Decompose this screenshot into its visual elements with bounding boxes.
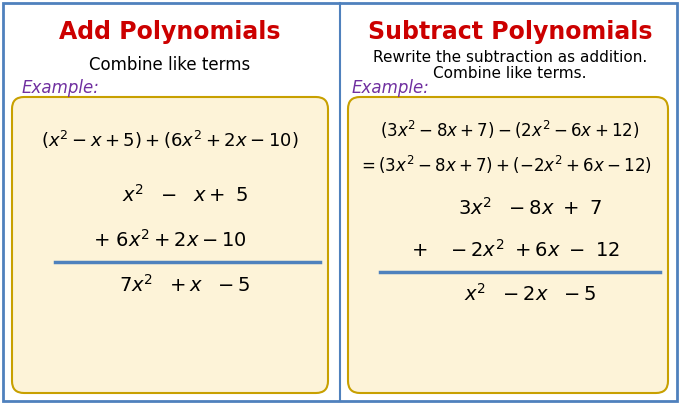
Text: $+\ 6x^2+2x-10$: $+\ 6x^2+2x-10$ xyxy=(93,229,247,251)
Text: $\left(x^2-x+5\right)+\left(6x^2+2x-10\right)$: $\left(x^2-x+5\right)+\left(6x^2+2x-10\r… xyxy=(41,129,299,151)
Text: Combine like terms: Combine like terms xyxy=(89,56,251,74)
Text: $x^2\ \ -2x\ \ -5$: $x^2\ \ -2x\ \ -5$ xyxy=(464,283,596,305)
FancyBboxPatch shape xyxy=(348,97,668,393)
Text: $3x^2\ \ -8x\ +\ 7$: $3x^2\ \ -8x\ +\ 7$ xyxy=(458,197,602,219)
Text: $\left(3x^2-8x+7\right)-\left(2x^2-6x+12\right)$: $\left(3x^2-8x+7\right)-\left(2x^2-6x+12… xyxy=(380,119,640,141)
Text: Rewrite the subtraction as addition.: Rewrite the subtraction as addition. xyxy=(373,50,647,65)
FancyBboxPatch shape xyxy=(3,3,677,401)
Text: Add Polynomials: Add Polynomials xyxy=(59,20,281,44)
Text: Combine like terms.: Combine like terms. xyxy=(433,65,587,80)
Text: $=\left(3x^2-8x+7\right)+\left(-2x^2+6x-12\right)$: $=\left(3x^2-8x+7\right)+\left(-2x^2+6x-… xyxy=(358,154,652,176)
Text: $7x^2\ \ +x\ \ -5$: $7x^2\ \ +x\ \ -5$ xyxy=(119,274,251,296)
FancyBboxPatch shape xyxy=(12,97,328,393)
Text: $+\ \ \ -2x^2\ +6x\ -\ 12$: $+\ \ \ -2x^2\ +6x\ -\ 12$ xyxy=(411,239,619,261)
Text: Example:: Example: xyxy=(22,79,100,97)
Text: Example:: Example: xyxy=(352,79,430,97)
Text: $x^2\ \ -\ \ x+\ 5$: $x^2\ \ -\ \ x+\ 5$ xyxy=(122,184,248,206)
Text: Subtract Polynomials: Subtract Polynomials xyxy=(368,20,652,44)
